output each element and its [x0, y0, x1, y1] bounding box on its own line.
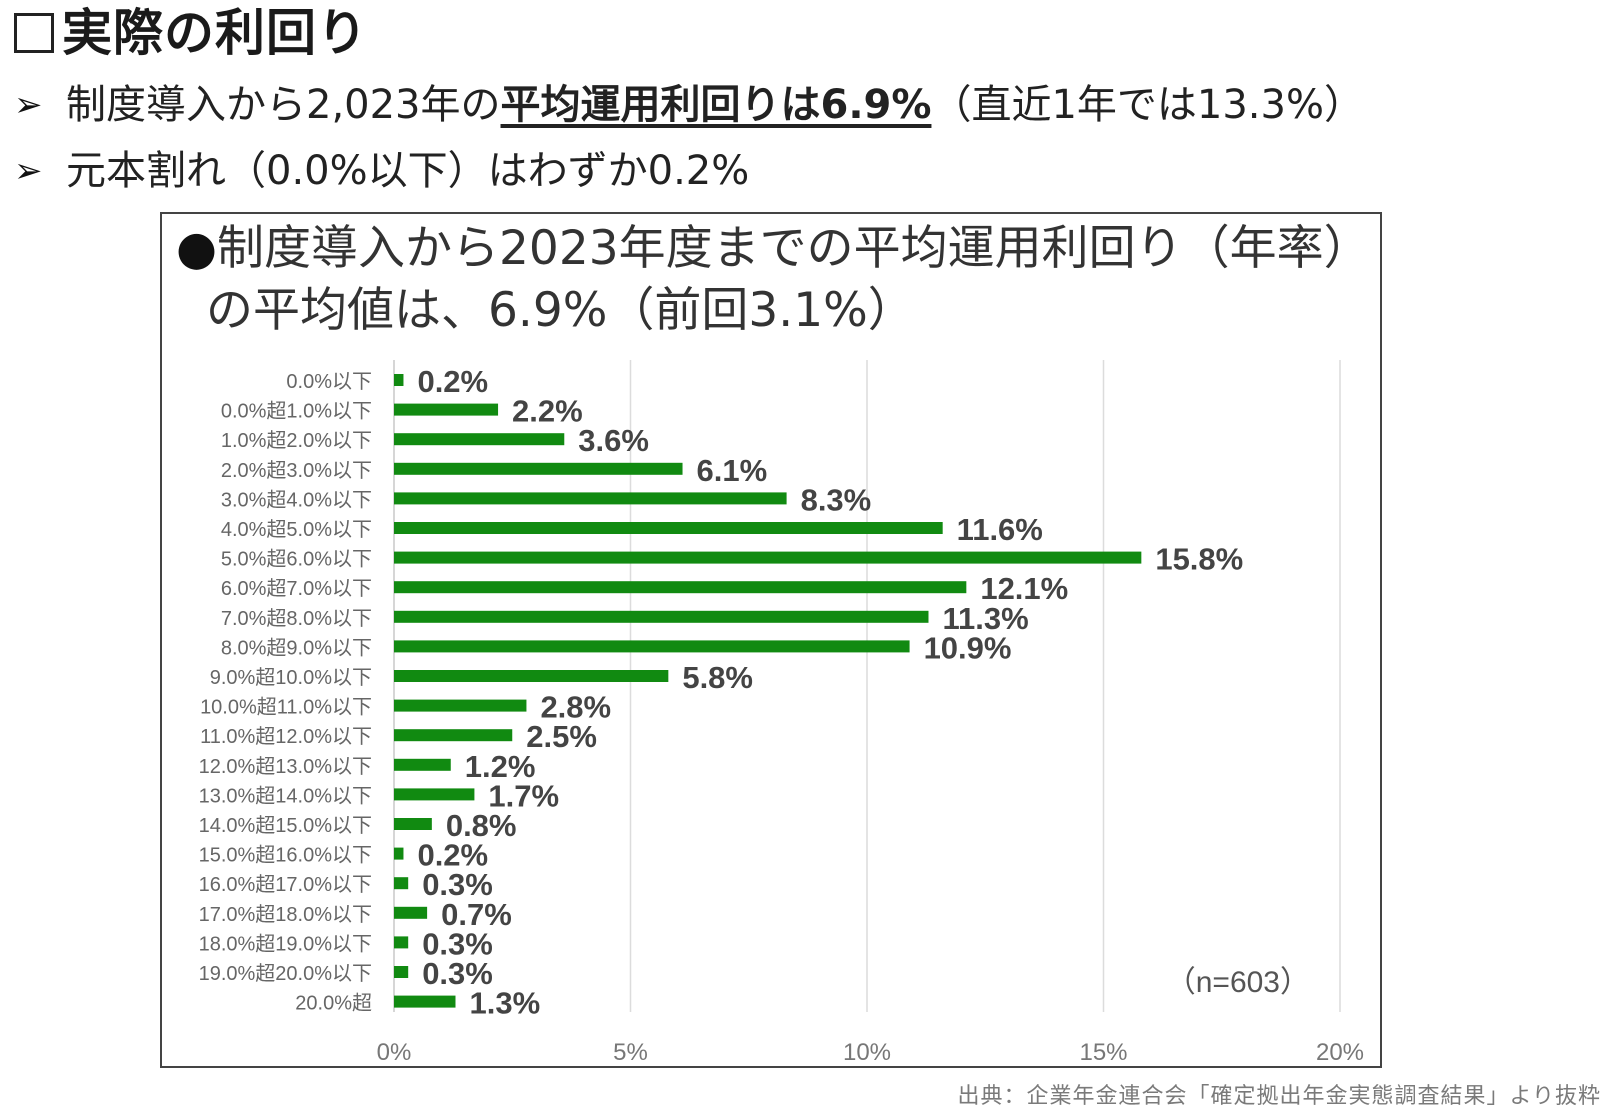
chart-title-line2: の平均値は、6.9%（前回3.1%） [206, 283, 915, 338]
value-label: 11.3% [942, 601, 1028, 636]
value-label: 2.8% [540, 690, 611, 725]
bullet-text-pre: 元本割れ（0.0%以下）はわずか0.2% [66, 148, 750, 194]
value-label: 12.1% [980, 571, 1068, 606]
value-label: 10.9% [924, 630, 1012, 665]
chart-grid [393, 360, 1341, 1012]
chart-frame [160, 212, 1382, 1068]
value-label: 6.1% [697, 453, 768, 488]
chart-x-ticks: 0% 5% 10% 15% 20% [377, 1039, 1364, 1066]
category-label: 12.0%超13.0%以下 [199, 755, 372, 778]
arrow-bullet-icon: ➢ [14, 85, 43, 125]
value-label: 0.3% [422, 867, 493, 902]
bar [394, 936, 409, 949]
bar [394, 788, 475, 801]
bar [394, 610, 929, 623]
value-label: 1.7% [488, 778, 559, 813]
chart-bars [394, 374, 1142, 1008]
bar [394, 403, 499, 416]
category-label: 6.0%超7.0%以下 [221, 577, 372, 600]
value-label: 1.3% [469, 986, 540, 1021]
category-label: 11.0%超12.0%以下 [200, 725, 372, 748]
bar [394, 462, 683, 475]
category-label: 10.0%超11.0%以下 [200, 696, 372, 719]
x-tick-label: 20% [1316, 1039, 1364, 1066]
bar [394, 847, 404, 860]
bar [394, 522, 943, 534]
bar [394, 699, 527, 712]
arrow-bullet-icon: ➢ [14, 151, 43, 191]
value-label: 3.6% [578, 423, 649, 458]
category-label: 15.0%超16.0%以下 [199, 844, 372, 867]
bullet-text-pre: 制度導入から2,023年の [66, 82, 501, 128]
value-label: 0.3% [422, 926, 493, 961]
x-tick-label: 15% [1079, 1039, 1127, 1066]
bullet-item: ➢ 制度導入から2,023年の 平均運用利回りは6.9% （直近1年では13.3%） [14, 80, 1364, 130]
bar [394, 758, 451, 771]
value-label: 2.5% [526, 719, 597, 754]
value-label: 1.2% [465, 749, 536, 784]
bar [394, 670, 669, 682]
category-label: 17.0%超18.0%以下 [199, 903, 372, 926]
bar [394, 729, 513, 742]
bar [394, 581, 967, 594]
category-label: 14.0%超15.0%以下 [199, 814, 372, 837]
source-note: 出典：企業年金連合会「確定拠出年金実態調査結果」より抜粋 [957, 1084, 1601, 1109]
category-label: 0.0%超1.0%以下 [221, 400, 372, 423]
value-label: 0.2% [417, 364, 488, 399]
bar [394, 877, 409, 890]
sample-size-annotation: （n=603） [1166, 966, 1310, 999]
value-label: 5.8% [682, 660, 753, 695]
x-tick-label: 10% [843, 1039, 891, 1066]
value-label: 0.3% [422, 956, 493, 991]
bullet-text-post: （直近1年では13.3%） [931, 82, 1364, 128]
value-label: 2.2% [512, 394, 583, 429]
bar [394, 640, 910, 653]
value-label: 8.3% [801, 482, 872, 517]
chart-category-labels: 0.0%以下 0.0%超1.0%以下 1.0%超2.0%以下 2.0%超3.0%以下 3… [199, 371, 372, 1015]
category-label: 18.0%超19.0%以下 [199, 932, 372, 955]
category-label: 5.0%超6.0%以下 [221, 548, 372, 571]
bar [394, 551, 1142, 564]
category-label: 2.0%超3.0%以下 [221, 459, 372, 482]
category-label: 3.0%超4.0%以下 [221, 488, 372, 511]
x-tick-label: 0% [377, 1039, 412, 1066]
bar [394, 906, 428, 919]
checkbox-square-icon [14, 13, 54, 53]
category-label: 0.0%以下 [286, 371, 372, 393]
value-label: 0.7% [441, 897, 512, 932]
category-label: 20.0%超 [295, 992, 372, 1015]
page-title: 実際の利回り [14, 0, 368, 66]
category-label: 16.0%超17.0%以下 [199, 873, 372, 896]
category-label: 19.0%超20.0%以下 [199, 962, 372, 985]
value-label: 11.6% [957, 512, 1043, 547]
x-tick-label: 5% [613, 1039, 648, 1066]
value-label: 0.8% [446, 808, 517, 843]
bar [394, 433, 565, 446]
bar [394, 966, 409, 978]
chart-title: ●制度導入から2023年度までの平均運用利回り（年率） の平均値は、6.9%（前… [176, 218, 1371, 342]
category-label: 9.0%超10.0%以下 [210, 666, 372, 689]
category-label: 4.0%超5.0%以下 [221, 518, 372, 541]
bar [394, 818, 432, 830]
bar [394, 492, 787, 505]
bullet-item: ➢ 元本割れ（0.0%以下）はわずか0.2% [14, 146, 749, 196]
category-label: 7.0%超8.0%以下 [221, 607, 372, 630]
category-label: 1.0%超2.0%以下 [221, 429, 372, 452]
category-label: 8.0%超9.0%以下 [221, 636, 372, 659]
chart-title-line1: 制度導入から2023年度までの平均運用利回り（年率） [217, 221, 1371, 276]
category-label: 13.0%超14.0%以下 [199, 784, 372, 807]
page-title-text: 実際の利回り [62, 4, 368, 62]
bar [394, 374, 404, 386]
chart-value-labels: 0.2% 2.2%3.6% 6.1% 8.3% 11.6% 15.8% 12.1%11.3%… [417, 364, 1243, 1021]
bar [394, 995, 456, 1008]
bullet-dot-icon: ● [176, 221, 218, 276]
value-label: 0.2% [417, 838, 488, 873]
value-label: 15.8% [1155, 542, 1243, 577]
bullet-text-strong: 平均運用利回りは6.9% [500, 82, 932, 128]
